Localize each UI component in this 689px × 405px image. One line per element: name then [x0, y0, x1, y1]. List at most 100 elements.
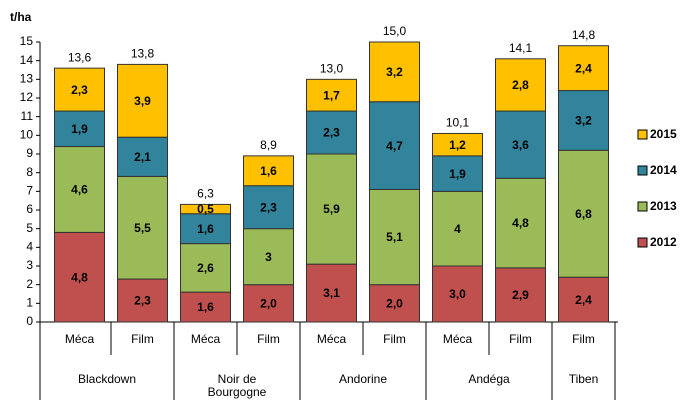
- x-tick-label: Film: [383, 332, 406, 346]
- bar-segment: [432, 190, 483, 267]
- legend-swatch: [637, 201, 648, 212]
- bar-segment: [54, 146, 105, 233]
- value-label: 3,2: [575, 114, 592, 128]
- bar-segment: [306, 153, 357, 265]
- bar-segment: [54, 67, 105, 112]
- bar-segment: [558, 45, 609, 92]
- bar-segment: [369, 101, 420, 190]
- value-label: 2,6: [197, 261, 214, 275]
- y-tick-label: 12: [20, 90, 34, 104]
- bar-segment: [306, 78, 357, 112]
- y-tick-label: 6: [26, 202, 33, 216]
- value-label: 2,8: [512, 78, 529, 92]
- total-label: 14,8: [572, 28, 596, 42]
- y-axis-label: t/ha: [10, 10, 32, 24]
- value-label: 1,6: [197, 300, 214, 314]
- bar-segment: [432, 155, 483, 192]
- value-label: 1,7: [323, 88, 340, 102]
- bar-segment: [369, 188, 420, 286]
- legend-swatch: [637, 165, 648, 176]
- total-label: 15,0: [383, 24, 407, 38]
- bar-segment: [243, 284, 294, 323]
- value-label: 3,2: [386, 65, 403, 79]
- y-tick-label: 7: [26, 184, 33, 198]
- value-label: 4,6: [71, 183, 88, 197]
- value-label: 2,4: [575, 293, 592, 307]
- group-label: Andéga: [468, 372, 510, 386]
- y-tick-label: 0: [26, 314, 33, 328]
- value-label: 2,0: [386, 297, 403, 311]
- value-label: 5,9: [323, 202, 340, 216]
- value-label: 1,2: [449, 138, 466, 152]
- group-label: Andorine: [338, 372, 388, 386]
- bar-segment: [369, 41, 420, 103]
- x-tick-label: Méca: [317, 332, 347, 346]
- bar-segment: [180, 243, 231, 293]
- bar-segment: [432, 132, 483, 157]
- bar-segment: [117, 278, 168, 323]
- y-tick-label: 5: [26, 221, 33, 235]
- bar-segment: [495, 58, 546, 112]
- value-label: 2,9: [512, 288, 529, 302]
- value-label: 5,5: [134, 221, 151, 235]
- value-label: 2,3: [71, 83, 88, 97]
- total-label: 8,9: [260, 138, 277, 152]
- x-tick-label: Film: [509, 332, 532, 346]
- legend-label: 2014: [650, 163, 677, 177]
- bar-segment: [243, 185, 294, 230]
- y-tick-label: 15: [20, 34, 34, 48]
- legend-swatch: [637, 129, 648, 140]
- value-label: 2,0: [260, 297, 277, 311]
- value-label: 6,8: [575, 207, 592, 221]
- legend-swatch: [637, 237, 648, 248]
- bar-segment: [180, 203, 231, 215]
- bar-segment: [495, 110, 546, 179]
- value-label: 3: [265, 250, 272, 264]
- value-label: 3,6: [512, 138, 529, 152]
- value-label: 3,0: [449, 287, 466, 301]
- value-label: 3,1: [323, 286, 340, 300]
- x-tick-label: Méca: [65, 332, 95, 346]
- bar-segment: [558, 149, 609, 278]
- x-tick-label: Méca: [443, 332, 473, 346]
- value-label: 3,9: [134, 94, 151, 108]
- total-label: 14,1: [509, 41, 533, 55]
- value-label: 2,3: [323, 126, 340, 140]
- value-label: 4,8: [71, 270, 88, 284]
- value-label: 0,5: [197, 202, 214, 216]
- y-tick-label: 14: [20, 53, 34, 67]
- y-tick-label: 1: [26, 296, 33, 310]
- y-tick-label: 11: [21, 109, 34, 123]
- x-tick-label: Film: [572, 332, 595, 346]
- bar-segment: [243, 228, 294, 286]
- group-label: Tiben: [568, 372, 599, 386]
- total-label: 10,1: [446, 116, 470, 130]
- total-label: 6,3: [197, 187, 214, 201]
- bar-segment: [558, 276, 609, 323]
- value-label: 1,9: [449, 167, 466, 181]
- value-label: 4,8: [512, 216, 529, 230]
- value-label: 1,6: [197, 222, 214, 236]
- bar-segment: [117, 175, 168, 280]
- value-label: 1,9: [71, 122, 88, 136]
- bar-segment: [243, 155, 294, 187]
- legend-label: 2012: [650, 235, 677, 249]
- total-label: 13,8: [131, 47, 155, 61]
- value-label: 2,3: [134, 294, 151, 308]
- bar-segment: [117, 136, 168, 177]
- total-label: 13,0: [320, 62, 344, 76]
- y-tick-label: 3: [26, 258, 33, 272]
- group-label: Blackdown: [77, 372, 137, 386]
- bar-segment: [117, 63, 168, 138]
- bar-segment: [432, 265, 483, 323]
- y-tick-label: 10: [20, 128, 34, 142]
- y-tick-label: 2: [26, 277, 33, 291]
- bar-segment: [54, 110, 105, 148]
- value-label: 2,4: [575, 61, 592, 75]
- x-tick-label: Film: [257, 332, 280, 346]
- bar-segment: [180, 291, 231, 323]
- legend-label: 2015: [650, 127, 677, 141]
- value-label: 4,7: [386, 139, 403, 153]
